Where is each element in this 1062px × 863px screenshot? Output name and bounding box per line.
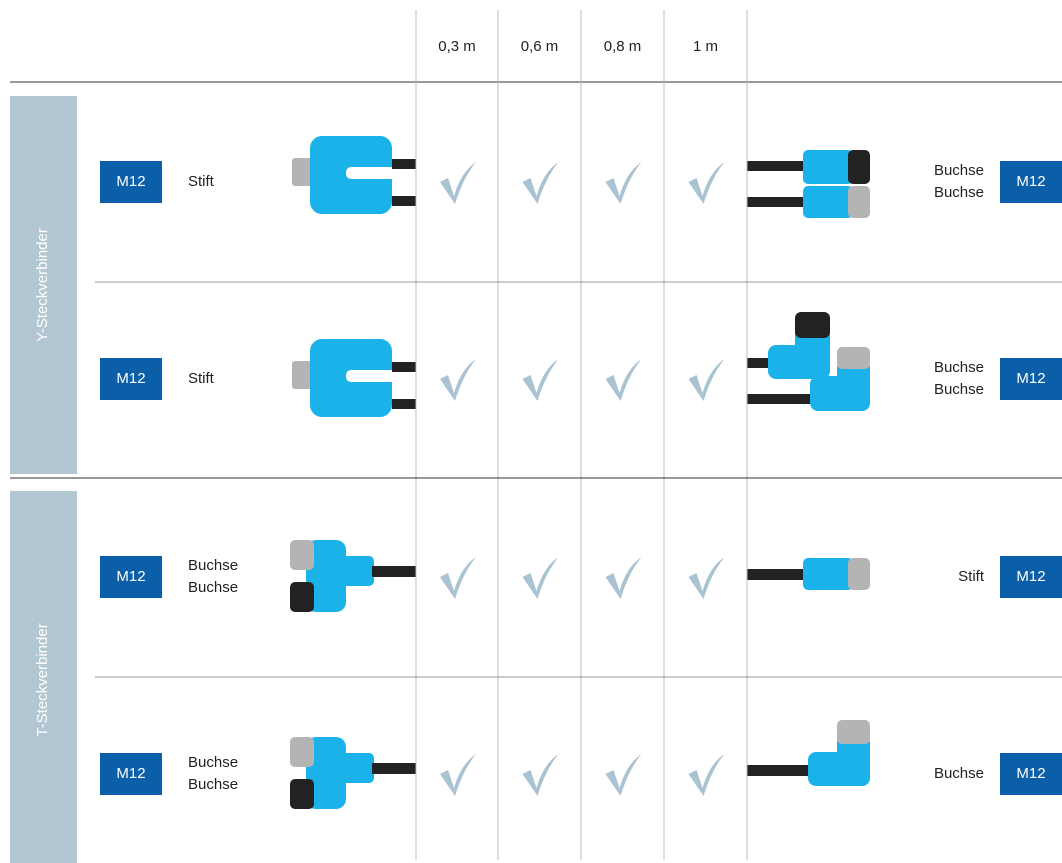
group-sidebar [10,491,77,863]
check-mark [688,754,725,796]
badge [100,358,162,400]
check-mark [440,359,476,401]
check-mark [688,557,725,599]
check-mark [688,162,725,204]
badge [100,161,162,203]
check-mark [440,162,476,204]
check-mark [605,557,642,599]
connector-label: Buchse [934,765,984,782]
badge-label: M12 [116,370,145,387]
column-header: 1 m [693,38,718,55]
connector-label: Stift [958,568,985,585]
badge-label: M12 [1016,173,1045,190]
group-sidebar [10,96,77,474]
badge-label: M12 [1016,765,1045,782]
badge-label: M12 [116,765,145,782]
column-header: 0,8 m [604,38,642,55]
check-mark [605,754,642,796]
check-mark [688,359,725,401]
badge [1000,753,1062,795]
group-label: Y-Steckverbinder [34,228,51,342]
connector-label: Buchse [934,381,984,398]
check-mark [522,557,559,599]
badge [1000,161,1062,203]
connector-label: Buchse [934,359,984,376]
connector-label: Buchse [934,162,984,179]
connector-label: Buchse [934,184,984,201]
connector-label: Buchse [188,557,238,574]
badge-label: M12 [116,173,145,190]
badge [100,556,162,598]
connector-label: Buchse [188,579,238,596]
badge-label: M12 [116,568,145,585]
connector-label: Buchse [188,754,238,771]
check-mark [522,359,559,401]
check-mark [440,754,476,796]
group-label: T-Steckverbinder [34,623,51,736]
check-mark [440,557,476,599]
badge-label: M12 [1016,370,1045,387]
connector-label: Stift [188,370,215,387]
check-mark [522,162,559,204]
badge [1000,556,1062,598]
connector-label: Stift [188,173,215,190]
check-mark [605,359,642,401]
column-header: 0,6 m [521,38,559,55]
connector-images [290,136,870,809]
badge-label: M12 [1016,568,1045,585]
badge [100,753,162,795]
check-mark [522,754,559,796]
column-header: 0,3 m [438,38,476,55]
check-mark [605,162,642,204]
badge [1000,358,1062,400]
connector-label: Buchse [188,776,238,793]
